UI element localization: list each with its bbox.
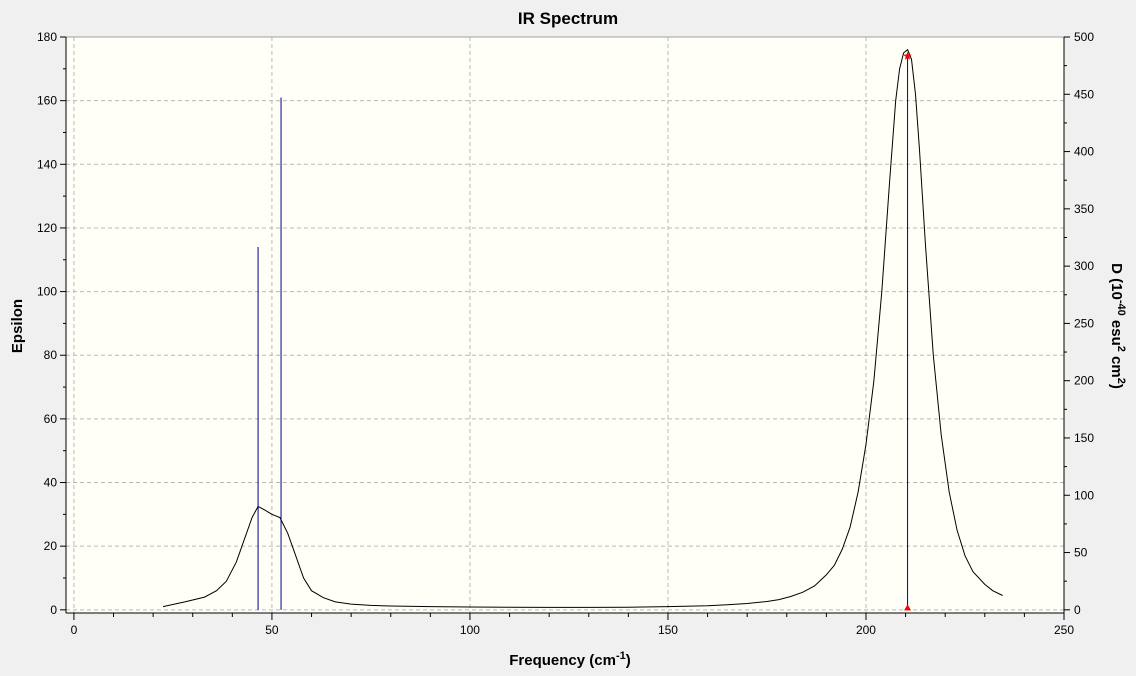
y-right-label-sup: 2 — [1115, 346, 1127, 352]
y-right-label-sup: -40 — [1115, 300, 1127, 316]
y-axis-left-label: Epsilon — [9, 299, 26, 353]
y-left-tick-label: 160 — [37, 94, 57, 108]
y-right-tick-label: 500 — [1074, 30, 1094, 44]
y-left-tick-label: 20 — [44, 539, 58, 553]
spectrum-curve — [162, 48, 1003, 608]
y-left-tick-label: 140 — [37, 157, 57, 171]
peak-star-marker — [903, 51, 912, 60]
x-tick-label: 100 — [460, 623, 480, 637]
y-right-tick-label: 0 — [1074, 603, 1081, 617]
x-tick-label: 150 — [658, 623, 678, 637]
grid-lines — [66, 37, 1064, 613]
y-left-tick-label: 100 — [37, 285, 57, 299]
y-axis-right-label: D (10-40 esu2 cm2) — [1108, 263, 1127, 389]
x-tick-label: 50 — [265, 623, 279, 637]
y-left-tick-label: 40 — [44, 476, 58, 490]
data-layer — [162, 48, 1003, 611]
y-right-tick-label: 150 — [1074, 431, 1094, 445]
y-right-tick-label: 50 — [1074, 546, 1088, 560]
axes: 0 20 40 60 80 100 120 140 160 180 0 50 100 150 200 250 3… — [37, 30, 1094, 637]
x-tick-label: 250 — [1054, 623, 1074, 637]
x-axis-label: Frequency (cm-1) — [509, 650, 630, 669]
chart-title: IR Spectrum — [518, 9, 618, 28]
y-right-label-part: cm — [1108, 352, 1125, 378]
y-right-tick-label: 100 — [1074, 488, 1094, 502]
y-right-tick-label: 400 — [1074, 145, 1094, 159]
x-tick-label: 0 — [71, 623, 78, 637]
y-right-label-part: esu — [1108, 316, 1125, 346]
x-axis-label-sup: -1 — [616, 650, 626, 662]
plot-area — [65, 36, 1065, 614]
y-left-tick-label: 80 — [44, 348, 58, 362]
y-right-tick-label: 200 — [1074, 374, 1094, 388]
y-right-tick-label: 300 — [1074, 259, 1094, 273]
y-left-tick-label: 0 — [50, 603, 57, 617]
x-axis-label-main: Frequency (cm — [509, 652, 616, 669]
y-right-tick-label: 350 — [1074, 202, 1094, 216]
y-right-label-part: ) — [1108, 384, 1125, 389]
peak-triangle-marker — [904, 604, 912, 611]
x-axis-label-close: ) — [626, 652, 631, 669]
y-right-label-part: D (10 — [1108, 263, 1125, 300]
y-right-tick-label: 250 — [1074, 316, 1094, 330]
y-left-tick-label: 120 — [37, 221, 57, 235]
y-right-tick-label: 450 — [1074, 87, 1094, 101]
y-left-tick-label: 180 — [37, 30, 57, 44]
y-right-label-sup: 2 — [1115, 378, 1127, 384]
y-left-tick-label: 60 — [44, 412, 58, 426]
x-tick-label: 200 — [856, 623, 876, 637]
